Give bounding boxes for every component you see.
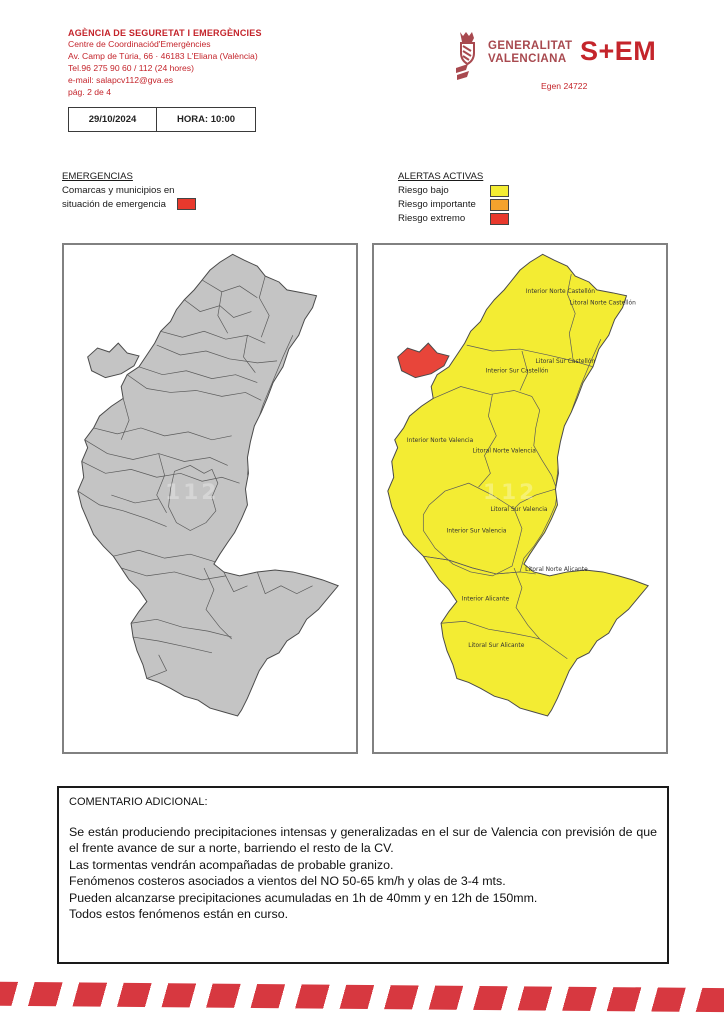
legend-emergencias-line2-text: situación de emergencia: [62, 199, 166, 210]
legend-emergencias-title: EMERGENCIAS: [62, 171, 133, 182]
emergency-color-swatch: [176, 198, 196, 211]
cv-outline-gray: [77, 253, 340, 717]
legend-emergencias-line2: situación de emergencia: [62, 198, 196, 212]
agency-line: Tel.96 275 90 60 / 112 (24 hores): [68, 63, 194, 73]
watermark-112: 112: [165, 480, 219, 505]
comarca-borders: [77, 275, 313, 689]
riesgo-bajo-swatch: [490, 185, 509, 197]
generalitat-text-line2: VALENCIANA: [488, 53, 567, 65]
riesgo-importante-swatch: [490, 199, 509, 211]
comment-paragraph: Las tormentas vendrán acompañadas de pro…: [69, 857, 394, 872]
legend-alertas-title: ALERTAS ACTIVAS: [398, 171, 484, 182]
date-value: 29/10/2024: [69, 108, 157, 131]
map-alertas: 112 Interior Norte Castellón Litoral Nor…: [372, 243, 668, 754]
legend-emergencias-line1: Comarcas y municipios en: [62, 185, 175, 196]
legend-emergencias: EMERGENCIAS Comarcas y municipios en sit…: [62, 170, 196, 212]
zone-riesgo-importante-interior-sur-valencia: [422, 482, 523, 577]
agency-header: AGÈNCIA DE SEGURETAT I EMERGÈNCIES Centr…: [68, 28, 262, 98]
cv-outline: [387, 253, 650, 717]
legend-row-riesgo-importante: Riesgo importante: [398, 198, 528, 212]
agency-line: Av. Camp de Túria, 66 · 46183 L'Eliana (…: [68, 51, 258, 61]
label-litoral-norte-valencia: Litoral Norte Valencia: [472, 449, 536, 455]
label-interior-sur-castellon: Interior Sur Castellón: [486, 368, 549, 375]
egen-code: Egen 24722: [541, 81, 588, 91]
riesgo-extremo-label: Riesgo extremo: [398, 213, 466, 224]
riesgo-extremo-swatch: [490, 213, 509, 225]
agency-line: e-mail: salapcv112@gva.es: [68, 75, 174, 85]
label-litoral-norte-castellon: Litoral Norte Castellón: [570, 300, 636, 307]
date-time-box: 29/10/2024 HORA: 10:00: [68, 107, 256, 132]
label-litoral-sur-castellon: Litoral Sur Castellón: [536, 358, 596, 365]
comment-paragraph: Todos estos fenómenos están en curso.: [69, 907, 289, 922]
legend-row-riesgo-bajo: Riesgo bajo: [398, 184, 528, 198]
page-number: pág. 2 de 4: [68, 87, 112, 97]
time-value: HORA: 10:00: [176, 114, 236, 125]
sem-logo: S+EM: [580, 36, 657, 66]
map-emergencias-svg: 112: [77, 253, 340, 717]
emergency-comarca: [168, 465, 219, 531]
agency-title: AGÈNCIA DE SEGURETAT I EMERGÈNCIES: [68, 28, 262, 38]
riesgo-importante-label: Riesgo importante: [398, 199, 476, 210]
hazard-stripe-border: [0, 981, 724, 1013]
comment-paragraph: Pueden alcanzarse precipitaciones acumul…: [69, 890, 538, 905]
label-interior-alicante: Interior Alicante: [462, 597, 510, 603]
comment-paragraph: Fenómenos costeros asociados a vientos d…: [69, 874, 506, 889]
label-litoral-norte-alicante: Litoral Norte Alicante: [525, 567, 588, 573]
riesgo-bajo-label: Riesgo bajo: [398, 185, 449, 196]
map-emergencias: 112: [62, 243, 358, 754]
legend-row-riesgo-extremo: Riesgo extremo: [398, 212, 528, 226]
agency-line: Centre de Coordinaciód'Emergències: [68, 39, 211, 49]
label-interior-norte-valencia: Interior Norte Valencia: [407, 438, 474, 444]
generalitat-logo: GENERALITAT VALENCIANA: [452, 30, 572, 82]
comment-box: COMENTARIO ADICIONAL: Se están producien…: [57, 786, 669, 964]
ademuz-enclave-red: [397, 342, 450, 379]
label-litoral-sur-alicante: Litoral Sur Alicante: [468, 643, 524, 649]
ademuz-enclave-gray: [87, 342, 140, 379]
comment-paragraph: Se están produciendo precipitaciones int…: [69, 825, 657, 856]
label-interior-norte-castellon: Interior Norte Castellón: [526, 288, 595, 295]
generalitat-emblem-icon: [456, 32, 475, 80]
label-interior-sur-valencia: Interior Sur Valencia: [447, 529, 507, 535]
map-alertas-svg: 112 Interior Norte Castellón Litoral Nor…: [387, 253, 650, 717]
comment-title: COMENTARIO ADICIONAL:: [69, 796, 208, 808]
watermark-112: 112: [483, 480, 537, 505]
generalitat-text-line1: GENERALITAT: [488, 40, 573, 52]
label-litoral-sur-valencia: Litoral Sur Valencia: [491, 507, 548, 513]
legend-alertas: ALERTAS ACTIVAS Riesgo bajo Riesgo impor…: [398, 170, 528, 226]
